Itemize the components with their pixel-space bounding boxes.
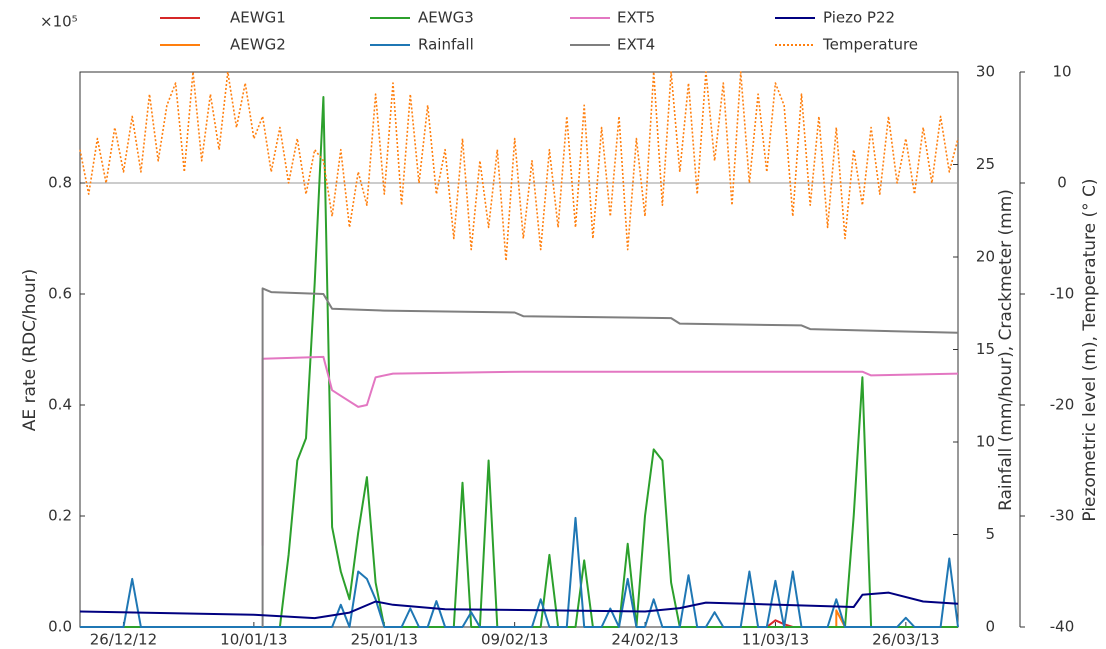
y3-tick-label: -40: [1050, 618, 1075, 636]
legend-label: EXT5: [617, 9, 655, 27]
series-line: [79, 71, 959, 262]
y-axis-label: AE rate (RDC/hour): [20, 269, 40, 431]
y3-tick-label: 0: [1057, 174, 1067, 192]
x-tick-label: 25/01/13: [351, 631, 418, 649]
x-tick-label: 24/02/13: [611, 631, 678, 649]
y-tick-label: 0.4: [48, 396, 72, 414]
series-line: [80, 96, 958, 628]
y3-tick-label: 10: [1052, 63, 1071, 81]
x-tick-label: 09/02/13: [481, 631, 548, 649]
series-line: [79, 591, 959, 620]
y2-axis-label: Rainfall (mm/hour), Crackmeter (mm): [996, 189, 1016, 511]
legend-label: EXT4: [617, 36, 655, 54]
legend-label: AEWG1: [230, 9, 286, 27]
x-tick-label: 11/03/13: [742, 631, 809, 649]
series-line: [766, 619, 794, 628]
series-line: [80, 516, 959, 628]
series-line: [835, 609, 846, 628]
y2-tick-label: 15: [976, 340, 995, 358]
y-tick-label: 0.0: [48, 618, 72, 636]
y3-axis-label: Piezometric level (m), Temperature (° C): [1080, 178, 1100, 521]
plot-frame: [79, 71, 959, 628]
x-tick-label: 10/01/13: [220, 631, 287, 649]
legend-label: Temperature: [822, 36, 918, 54]
y3-tick-label: -30: [1050, 507, 1075, 525]
y2-tick-label: 30: [976, 63, 995, 81]
x-tick-label: 26/12/12: [90, 631, 157, 649]
y2-tick-label: 0: [985, 618, 995, 636]
series-line: [261, 287, 959, 627]
legend-label: Rainfall: [418, 36, 474, 54]
y2-tick-label: 20: [976, 248, 995, 266]
series-line: [261, 355, 959, 546]
legend-label: AEWG3: [418, 9, 474, 27]
y-tick-label: 0.6: [48, 285, 72, 303]
y2-tick-label: 5: [985, 525, 995, 543]
y2-tick-label: 25: [976, 155, 995, 173]
y-tick-label: 0.8: [48, 174, 72, 192]
y2-tick-label: 10: [976, 433, 995, 451]
y-tick-label: 0.2: [48, 507, 72, 525]
x-tick-label: 26/03/13: [872, 631, 939, 649]
y3-tick-label: -20: [1050, 396, 1075, 414]
legend-label: Piezo P22: [823, 9, 895, 27]
y3-tick-label: -10: [1050, 285, 1075, 303]
legend-label: AEWG2: [230, 36, 286, 54]
y-multiplier: ×10⁵: [40, 13, 78, 31]
